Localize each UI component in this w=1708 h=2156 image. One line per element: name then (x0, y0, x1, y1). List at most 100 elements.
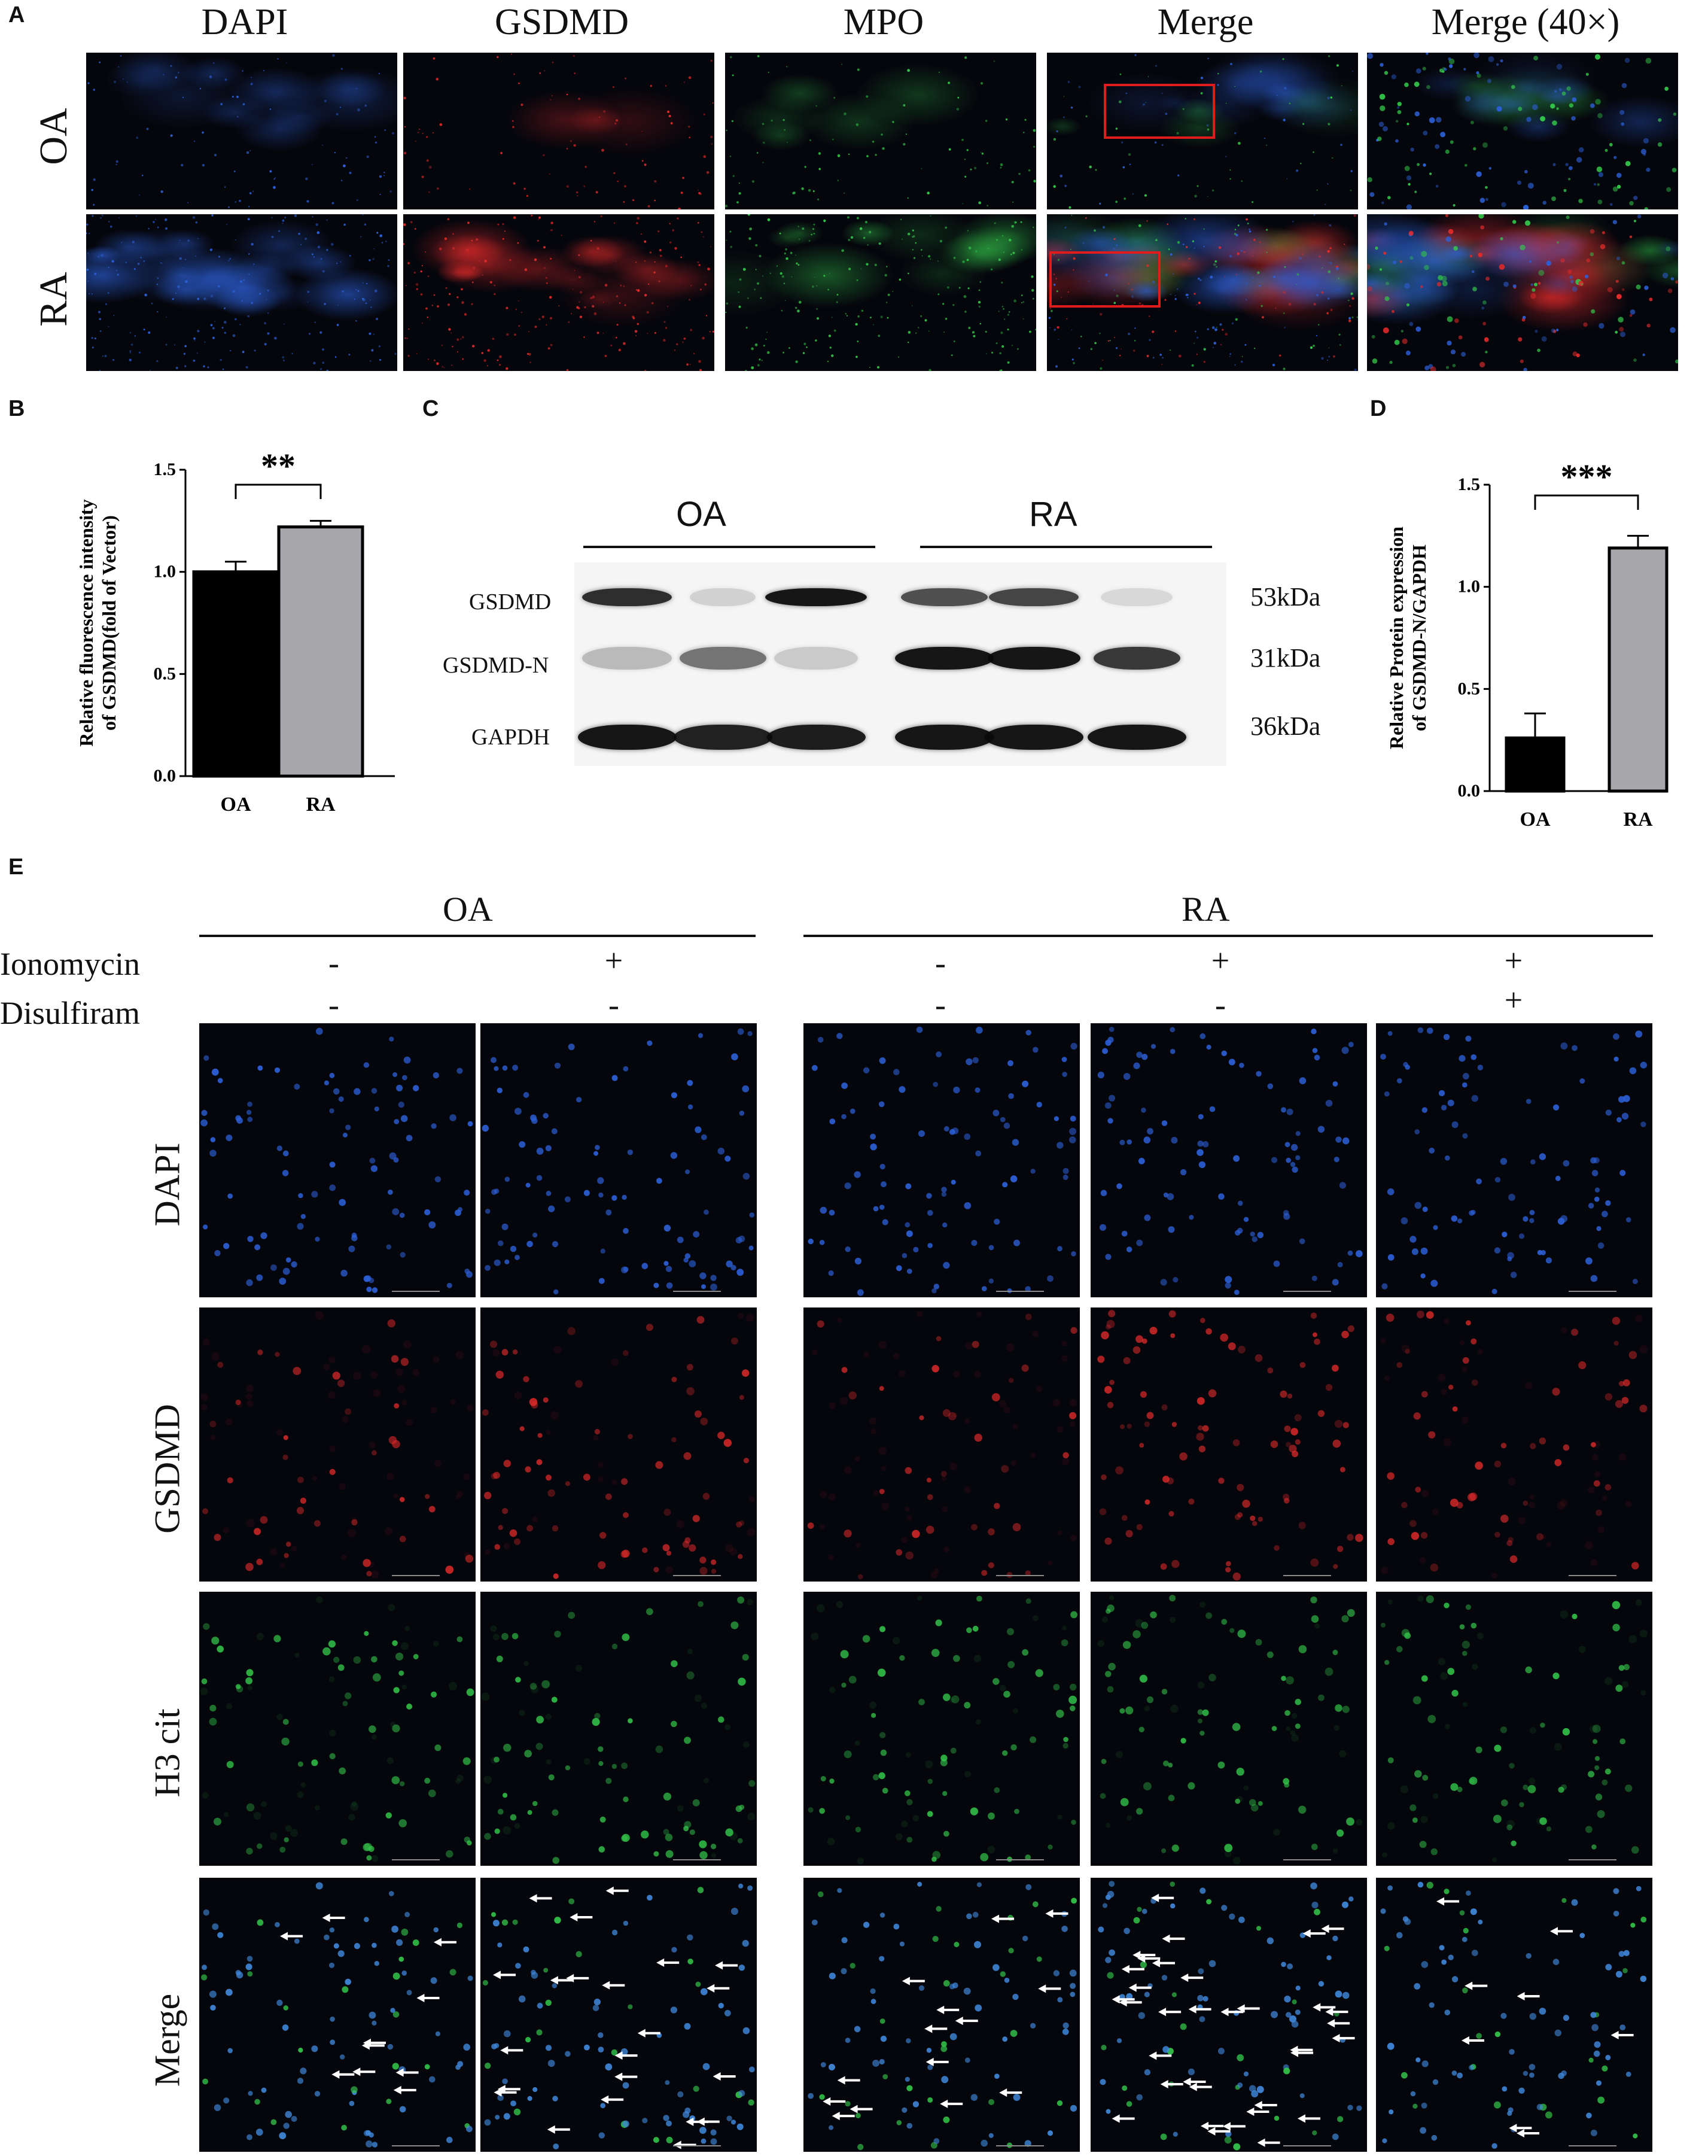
arrow-marker (936, 2005, 960, 2014)
arrow-marker (991, 1914, 1015, 1923)
significance-stars: ** (261, 446, 296, 485)
panel-e-merge-image-5 (1376, 1878, 1652, 2152)
panel-a-oa-merge-40x-image (1367, 53, 1678, 209)
y-tick-label: 0.5 (1458, 679, 1481, 698)
arrow-marker (570, 1913, 593, 1922)
disulfiram-cond-4: - (1215, 987, 1226, 1023)
blot-band-row1-lane3 (765, 588, 867, 606)
blot-group-oa-label: OA (676, 495, 726, 534)
arrow-marker (280, 1932, 303, 1941)
y-axis-label: Relative Protein expression of GSDMD-N/GA… (1386, 527, 1430, 749)
panel-e-merge-image-1 (199, 1878, 476, 2152)
arrow-marker (1137, 1954, 1161, 1963)
panel-e-dapi-image-1 (199, 1023, 476, 1297)
arrow-marker (999, 2088, 1022, 2097)
panel-d-chart: 0.0 0.5 1.0 1.5 OA RA *** Relative Protein expr… (1386, 457, 1669, 831)
arrow-marker (1436, 1897, 1460, 1906)
arrow-marker (361, 2041, 385, 2050)
panel-c-letter: C (422, 396, 439, 421)
arrow-marker (433, 1938, 456, 1947)
arrow-marker (1189, 2082, 1212, 2091)
arrow-marker (637, 2029, 660, 2038)
arrow-marker (832, 2112, 855, 2121)
blot-label-gsdmd-n: GSDMD-N (443, 653, 549, 678)
y-tick-label: 1.0 (154, 562, 176, 582)
panel-a-col-mpo: MPO (843, 2, 924, 42)
arrow-marker (673, 2140, 696, 2149)
category-label-ra: RA (1623, 808, 1653, 831)
arrow-marker (605, 1886, 629, 1895)
panel-e-h3cit-image-3 (803, 1592, 1080, 1866)
y-axis-label-line: Relative fluorescence intensity (75, 499, 97, 747)
panel-e-dapi-image-2 (480, 1023, 757, 1297)
blot-band-row2-lane3 (774, 647, 858, 670)
arrow-marker (1132, 1951, 1156, 1960)
y-axis-label-line: of GSDMD(fold of Vector) (98, 515, 120, 731)
y-tick-label: 0.0 (1458, 781, 1481, 801)
panel-e-gsdmd-image-3 (803, 1307, 1080, 1582)
arrow-marker (1332, 2034, 1355, 2043)
ionomycin-cond-5: + (1504, 942, 1523, 978)
arrow-marker (902, 1976, 925, 1985)
blot-group-ra-label: RA (1029, 495, 1077, 534)
blot-label-gapdh: GAPDH (471, 725, 550, 750)
arrow-marker (715, 1961, 738, 1970)
arrow-marker (1180, 1973, 1204, 1982)
blot-band-row2-lane2 (679, 647, 766, 670)
blot-band-row3-lane3 (766, 725, 866, 750)
panel-e-row-dapi: DAPI (147, 1142, 187, 1227)
y-tick-label: 1.5 (154, 460, 176, 479)
arrow-marker (713, 2072, 736, 2081)
panel-a-oa-gsdmd-image (403, 53, 714, 209)
ionomycin-cond-4: + (1211, 942, 1230, 978)
blot-band-row2-lane4 (894, 647, 994, 670)
panel-a-oa-dapi-image (86, 53, 397, 209)
arrow-marker (1183, 2077, 1206, 2086)
panel-e-h3cit-image-2 (480, 1592, 757, 1866)
arrow-marker (1509, 2124, 1532, 2133)
bar-ra (277, 525, 364, 778)
blot-band-row3-lane4 (894, 725, 994, 750)
panel-e-h3cit-image-5 (1376, 1592, 1652, 1866)
panel-a-ra-merge-40x-image (1367, 214, 1678, 371)
arrow-marker (955, 2017, 978, 2026)
ionomycin-cond-3: - (935, 945, 946, 981)
arrow-marker (1517, 1991, 1540, 2000)
blot-band-row2-lane5 (987, 647, 1080, 670)
arrow-marker (1610, 2030, 1634, 2039)
panel-a-ra-gsdmd-image (403, 214, 714, 371)
panel-a-letter: A (8, 2, 25, 28)
category-label-ra: RA (306, 793, 336, 816)
arrow-marker (696, 2117, 720, 2126)
category-label-oa: OA (221, 793, 251, 816)
blot-band-row1-lane5 (989, 588, 1079, 606)
arrow-marker (1188, 2005, 1211, 2014)
panel-e-disulfiram-label: Disulfiram (0, 995, 140, 1031)
bar-oa (192, 570, 279, 778)
arrow-marker (1112, 2114, 1135, 2123)
panel-e-row-h3cit: H3 cit (147, 1708, 187, 1798)
ionomycin-cond-1: - (328, 945, 339, 981)
arrow-marker (925, 2057, 949, 2066)
arrow-marker (614, 2051, 638, 2060)
arrow-marker (1151, 1893, 1174, 1902)
arrow-marker (547, 2125, 570, 2134)
blot-band-row1-lane1 (582, 588, 672, 606)
arrow-marker (493, 1970, 516, 1979)
arrow-marker (1038, 1984, 1061, 1993)
arrow-marker (1201, 2121, 1224, 2130)
arrow-marker (1321, 1924, 1344, 1933)
panel-a-col-dapi: DAPI (201, 2, 288, 42)
blot-group-ra-line (920, 546, 1212, 548)
arrow-marker (656, 1958, 680, 1967)
panel-e-gsdmd-image-2 (480, 1307, 757, 1582)
arrow-marker (416, 1993, 440, 2002)
arrow-marker (1327, 2019, 1350, 2028)
disulfiram-cond-1: - (328, 987, 339, 1023)
y-axis-label: Relative fluorescence intensity of GSDMD(… (75, 499, 120, 747)
disulfiram-cond-2: - (608, 987, 619, 1023)
blot-band-row3-lane6 (1087, 725, 1186, 750)
panel-b-letter: B (8, 396, 25, 421)
arrow-marker (1128, 1983, 1152, 1992)
significance-bracket (1534, 494, 1639, 510)
